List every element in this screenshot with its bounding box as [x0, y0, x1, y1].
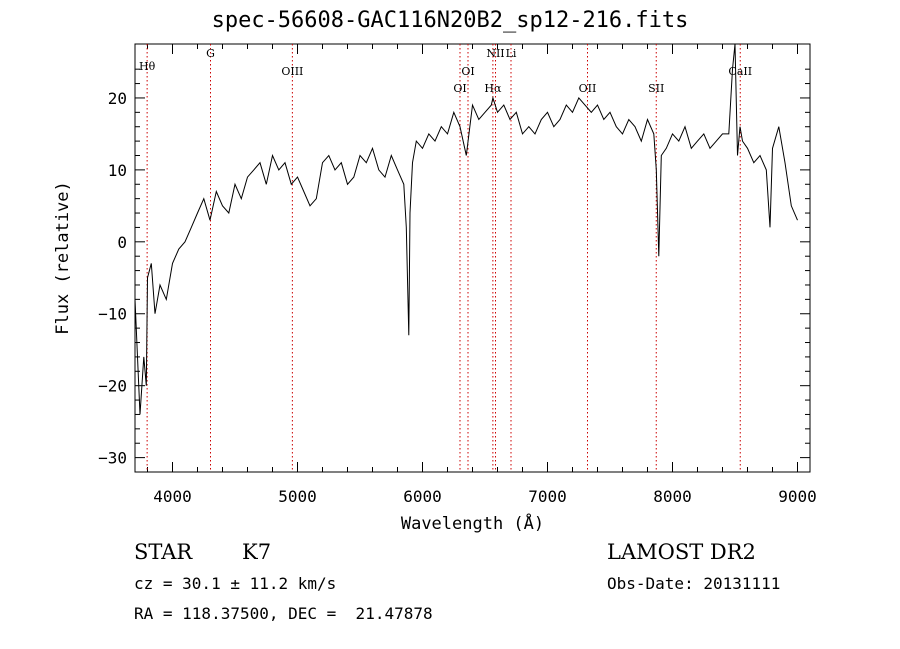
line-marker-label: OI	[461, 65, 474, 78]
observation-date: Obs-Date: 20131111	[607, 574, 781, 593]
line-marker-label: OIII	[281, 65, 303, 78]
y-tick-label: −10	[98, 305, 127, 324]
x-tick-label: 9000	[778, 487, 817, 506]
y-tick-label: 20	[108, 89, 127, 108]
line-marker-label: OI	[453, 82, 466, 95]
x-tick-label: 7000	[528, 487, 567, 506]
line-marker-label: Hθ	[139, 60, 156, 73]
survey-name: LAMOST DR2	[607, 540, 756, 564]
object-class: STAR	[134, 540, 193, 564]
y-tick-label: 10	[108, 161, 127, 180]
line-marker-label: SII	[648, 82, 664, 95]
x-tick-label: 4000	[153, 487, 192, 506]
line-marker-label: G	[206, 47, 215, 60]
x-tick-label: 5000	[278, 487, 317, 506]
redshift-info: cz = 30.1 ± 11.2 km/s	[134, 574, 337, 593]
y-tick-label: −30	[98, 449, 127, 468]
x-tick-label: 8000	[653, 487, 692, 506]
line-marker-label: CaII	[728, 65, 752, 78]
spectrum-line	[134, 43, 798, 415]
y-tick-label: −20	[98, 377, 127, 396]
y-axis-label: Flux (relative)	[53, 181, 73, 335]
coordinates: RA = 118.37500, DEC = 21.47878	[134, 604, 433, 623]
line-marker-label: Li	[506, 47, 517, 60]
line-marker-label: NII	[486, 47, 504, 60]
line-marker-label: Hα	[484, 82, 502, 95]
y-tick-label: 0	[117, 233, 127, 252]
object-subclass: K7	[242, 540, 272, 564]
x-tick-label: 6000	[403, 487, 442, 506]
x-axis-label: Wavelength (Å)	[401, 512, 544, 534]
line-marker-label: OII	[579, 82, 597, 95]
chart-title: spec-56608-GAC116N20B2_sp12-216.fits	[211, 8, 689, 33]
